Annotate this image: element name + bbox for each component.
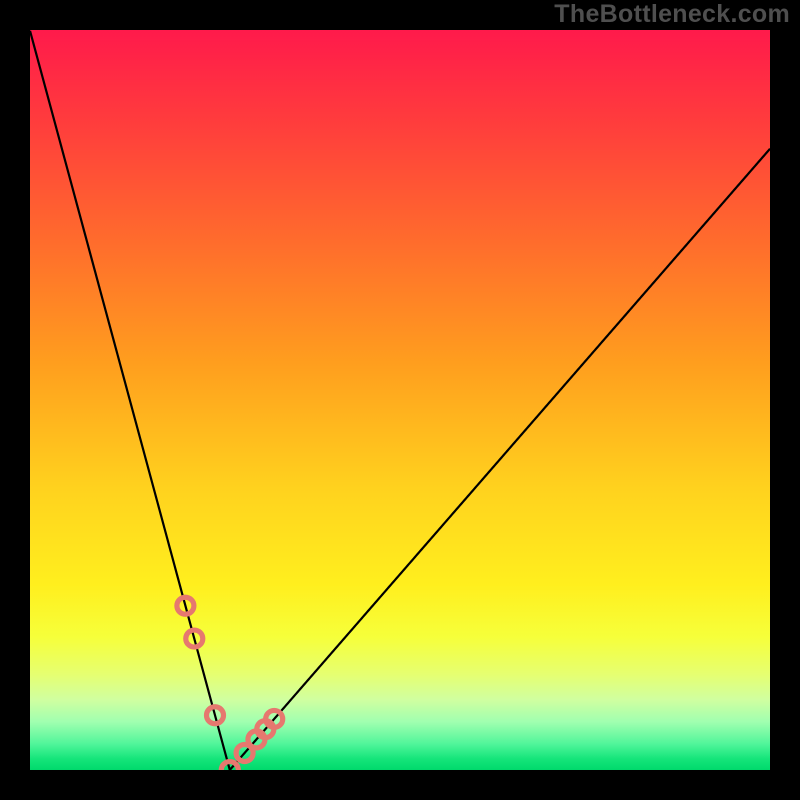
gradient-background <box>30 30 770 770</box>
stage: TheBottleneck.com <box>0 0 800 800</box>
chart-svg <box>0 0 800 800</box>
watermark-text: TheBottleneck.com <box>554 0 790 29</box>
